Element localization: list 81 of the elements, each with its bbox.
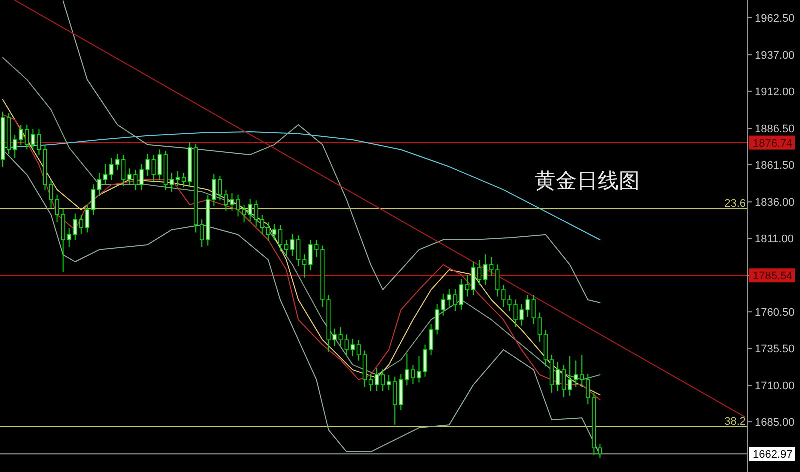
y-tick-label: 1710.00 bbox=[755, 380, 795, 393]
candlestick bbox=[344, 334, 349, 358]
candlestick bbox=[296, 235, 301, 267]
candlestick bbox=[170, 172, 174, 192]
candlestick bbox=[302, 254, 307, 278]
candlestick bbox=[484, 254, 488, 286]
candlestick bbox=[110, 158, 114, 181]
candlestick bbox=[478, 260, 482, 286]
ref-line-label: 1662.97 bbox=[753, 449, 793, 462]
candlestick bbox=[278, 224, 283, 252]
candlestick bbox=[91, 184, 96, 216]
candlestick bbox=[284, 240, 289, 257]
y-tick-label: 1861.50 bbox=[755, 160, 795, 172]
ref-line-label: 1785.54 bbox=[753, 270, 793, 283]
candlestick bbox=[490, 256, 494, 277]
candlestick bbox=[580, 354, 584, 388]
text: 黄金日线图 bbox=[534, 169, 640, 193]
y-tick-label: 1836.00 bbox=[755, 197, 795, 210]
candlestick bbox=[13, 134, 18, 159]
candlestick bbox=[393, 376, 398, 426]
candlestick bbox=[79, 214, 84, 235]
y-tick-label: 1912.00 bbox=[755, 86, 795, 98]
candlestick bbox=[356, 340, 361, 362]
candlestick bbox=[380, 369, 386, 392]
candlestick bbox=[218, 175, 222, 202]
annotation: 38.2 bbox=[724, 416, 746, 428]
candlestick bbox=[435, 304, 440, 336]
candlestick bbox=[350, 338, 355, 358]
candlestick bbox=[308, 240, 313, 272]
candlestick bbox=[254, 200, 258, 228]
candlestick bbox=[447, 289, 452, 308]
candlestick bbox=[85, 204, 90, 234]
annotation: 23.6 bbox=[724, 198, 746, 210]
y-tick-label: 1735.50 bbox=[755, 344, 795, 356]
candlestick bbox=[73, 213, 78, 241]
candlestick bbox=[25, 124, 30, 150]
candlestick bbox=[158, 149, 162, 181]
candlestick bbox=[176, 171, 180, 187]
candlestick bbox=[459, 278, 464, 310]
candlestick bbox=[200, 219, 204, 248]
candlestick bbox=[122, 155, 126, 187]
y-tick-label: 1811.00 bbox=[755, 234, 794, 246]
candlestick bbox=[260, 214, 264, 235]
candlestick bbox=[266, 222, 270, 242]
candlestick bbox=[387, 374, 392, 391]
candlestick bbox=[526, 294, 530, 318]
candlestick bbox=[441, 293, 446, 316]
candlestick bbox=[465, 274, 470, 298]
candlestick bbox=[532, 294, 536, 325]
y-tick-label: 1962.50 bbox=[755, 12, 795, 25]
candlestick bbox=[67, 228, 72, 248]
candlestick bbox=[471, 261, 476, 296]
y-tick-label: 1685.00 bbox=[755, 417, 795, 430]
candlestick bbox=[568, 356, 572, 396]
candlestick bbox=[248, 198, 252, 222]
candlestick bbox=[104, 164, 108, 186]
candlestick bbox=[116, 154, 120, 171]
candlestick bbox=[453, 289, 458, 312]
candlestick bbox=[272, 223, 277, 241]
candlestick bbox=[212, 174, 216, 208]
candlestick bbox=[338, 326, 343, 347]
candlestick bbox=[31, 128, 36, 150]
candlestick bbox=[598, 443, 602, 459]
y-tick-label: 1886.50 bbox=[755, 124, 795, 136]
candlestick bbox=[182, 172, 186, 188]
ref-line-label: 1876.74 bbox=[753, 138, 793, 150]
candlestick bbox=[97, 172, 102, 197]
y-tick-label: 1937.00 bbox=[755, 50, 795, 62]
candlestick bbox=[152, 155, 156, 182]
candlestick bbox=[290, 234, 295, 257]
candlestick bbox=[405, 353, 410, 386]
candlestick bbox=[574, 360, 578, 388]
candlestick bbox=[374, 368, 380, 392]
candlestick bbox=[19, 124, 24, 146]
y-tick-label: 1760.50 bbox=[755, 307, 795, 320]
candlestick bbox=[538, 312, 542, 342]
candlestick bbox=[556, 362, 560, 392]
candlestick bbox=[562, 364, 566, 398]
candlestick bbox=[586, 373, 590, 406]
candlestick bbox=[368, 373, 374, 392]
candlestick bbox=[496, 264, 500, 298]
